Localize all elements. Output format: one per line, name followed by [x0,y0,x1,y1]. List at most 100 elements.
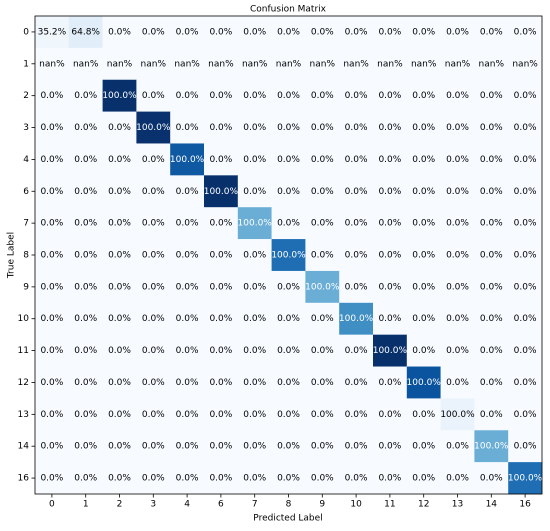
cell [339,175,374,208]
cell-label: 0.0% [108,346,131,356]
cell-label: 0.0% [74,346,97,356]
cell [406,143,441,176]
cell [373,270,408,304]
cell-label: 0.0% [176,123,199,133]
cell-label: 0.0% [446,282,469,292]
cell-label: 0.0% [480,410,503,420]
cell-label: 0.0% [176,410,199,420]
cell [474,270,509,304]
cell [102,462,137,495]
cell [508,430,543,463]
cell-label: 0.0% [243,187,266,197]
cell-label: 0.0% [40,91,63,101]
cell [508,462,543,495]
cell-label: 0.0% [345,123,368,133]
cell [170,207,205,240]
cell [440,334,475,367]
cell [406,398,441,431]
cell [406,462,441,495]
cell-label: 100.0% [373,346,408,356]
cell [474,79,509,112]
cell-label: 0.0% [209,155,232,165]
cell-label: 0.0% [480,474,503,484]
cell-label: 0.0% [277,91,300,101]
cell [68,175,103,208]
cell-label: nan% [445,59,471,69]
cell [204,79,239,112]
cell [440,302,475,335]
y-tick-label: 13 [18,410,29,420]
cell-label: 0.0% [209,219,232,229]
cell-label: 0.0% [345,346,368,356]
cell-label: 0.0% [446,251,469,261]
cell-label: 0.0% [311,187,334,197]
cell-label: 0.0% [378,219,401,229]
cell [373,462,408,495]
cell-label: 0.0% [277,314,300,324]
cell-label: 0.0% [176,219,199,229]
cell-label: 0.0% [209,251,232,261]
cell-label: 0.0% [412,346,435,356]
cell [68,207,103,240]
cell [271,398,306,431]
cell [474,47,509,81]
cell-label: 0.0% [176,314,199,324]
cell-label: nan% [107,59,133,69]
cell [271,462,306,495]
cell [406,366,441,399]
chart-title: Confusion Matrix [250,5,327,15]
cell-label: 0.0% [345,410,368,420]
cell [237,16,272,49]
cell [508,79,543,112]
cell [170,430,205,463]
cell [508,366,543,399]
cell [373,430,408,463]
cell [474,302,509,335]
cell [102,366,137,399]
cell-label: 100.0% [204,187,239,197]
cell [339,398,374,431]
cell-label: 0.0% [243,410,266,420]
cell-label: 0.0% [480,378,503,388]
cell-label: 0.0% [345,219,368,229]
cell [373,207,408,240]
cell-label: 0.0% [176,187,199,197]
cell-label: 0.0% [108,442,131,452]
cell-label: 0.0% [311,27,334,37]
cell [271,270,306,304]
x-tick-label: 8 [286,500,292,510]
cell-label: 0.0% [378,91,401,101]
cell [305,334,340,367]
cell-label: 0.0% [412,314,435,324]
cell-label: 0.0% [311,346,334,356]
cell [170,462,205,495]
cell-label: 0.0% [311,314,334,324]
cell-label: 0.0% [480,282,503,292]
cell-label: 0.0% [514,123,537,133]
cell-label: 0.0% [108,219,131,229]
cell-label: 100.0% [271,251,306,261]
cell-label: 0.0% [74,314,97,324]
cell [271,207,306,240]
cell-label: 0.0% [378,123,401,133]
cell-label: 0.0% [243,155,266,165]
cell [305,47,340,81]
x-axis-label: Predicted Label [253,514,322,524]
cell-label: 0.0% [480,187,503,197]
cell-label: 0.0% [514,155,537,165]
cell [102,334,137,367]
x-tick-label: 4 [184,500,190,510]
cell [508,398,543,431]
cell-label: 0.0% [412,410,435,420]
cell-label: 0.0% [74,282,97,292]
cell-label: 0.0% [108,282,131,292]
cell-label: 0.0% [345,282,368,292]
cell [102,16,137,49]
cell-label: 0.0% [311,410,334,420]
cell-label: 100.0% [474,442,509,452]
cell [508,207,543,240]
cell-label: 100.0% [136,123,171,133]
cell [474,143,509,176]
cell-label: 0.0% [108,410,131,420]
cell-label: nan% [411,59,437,69]
